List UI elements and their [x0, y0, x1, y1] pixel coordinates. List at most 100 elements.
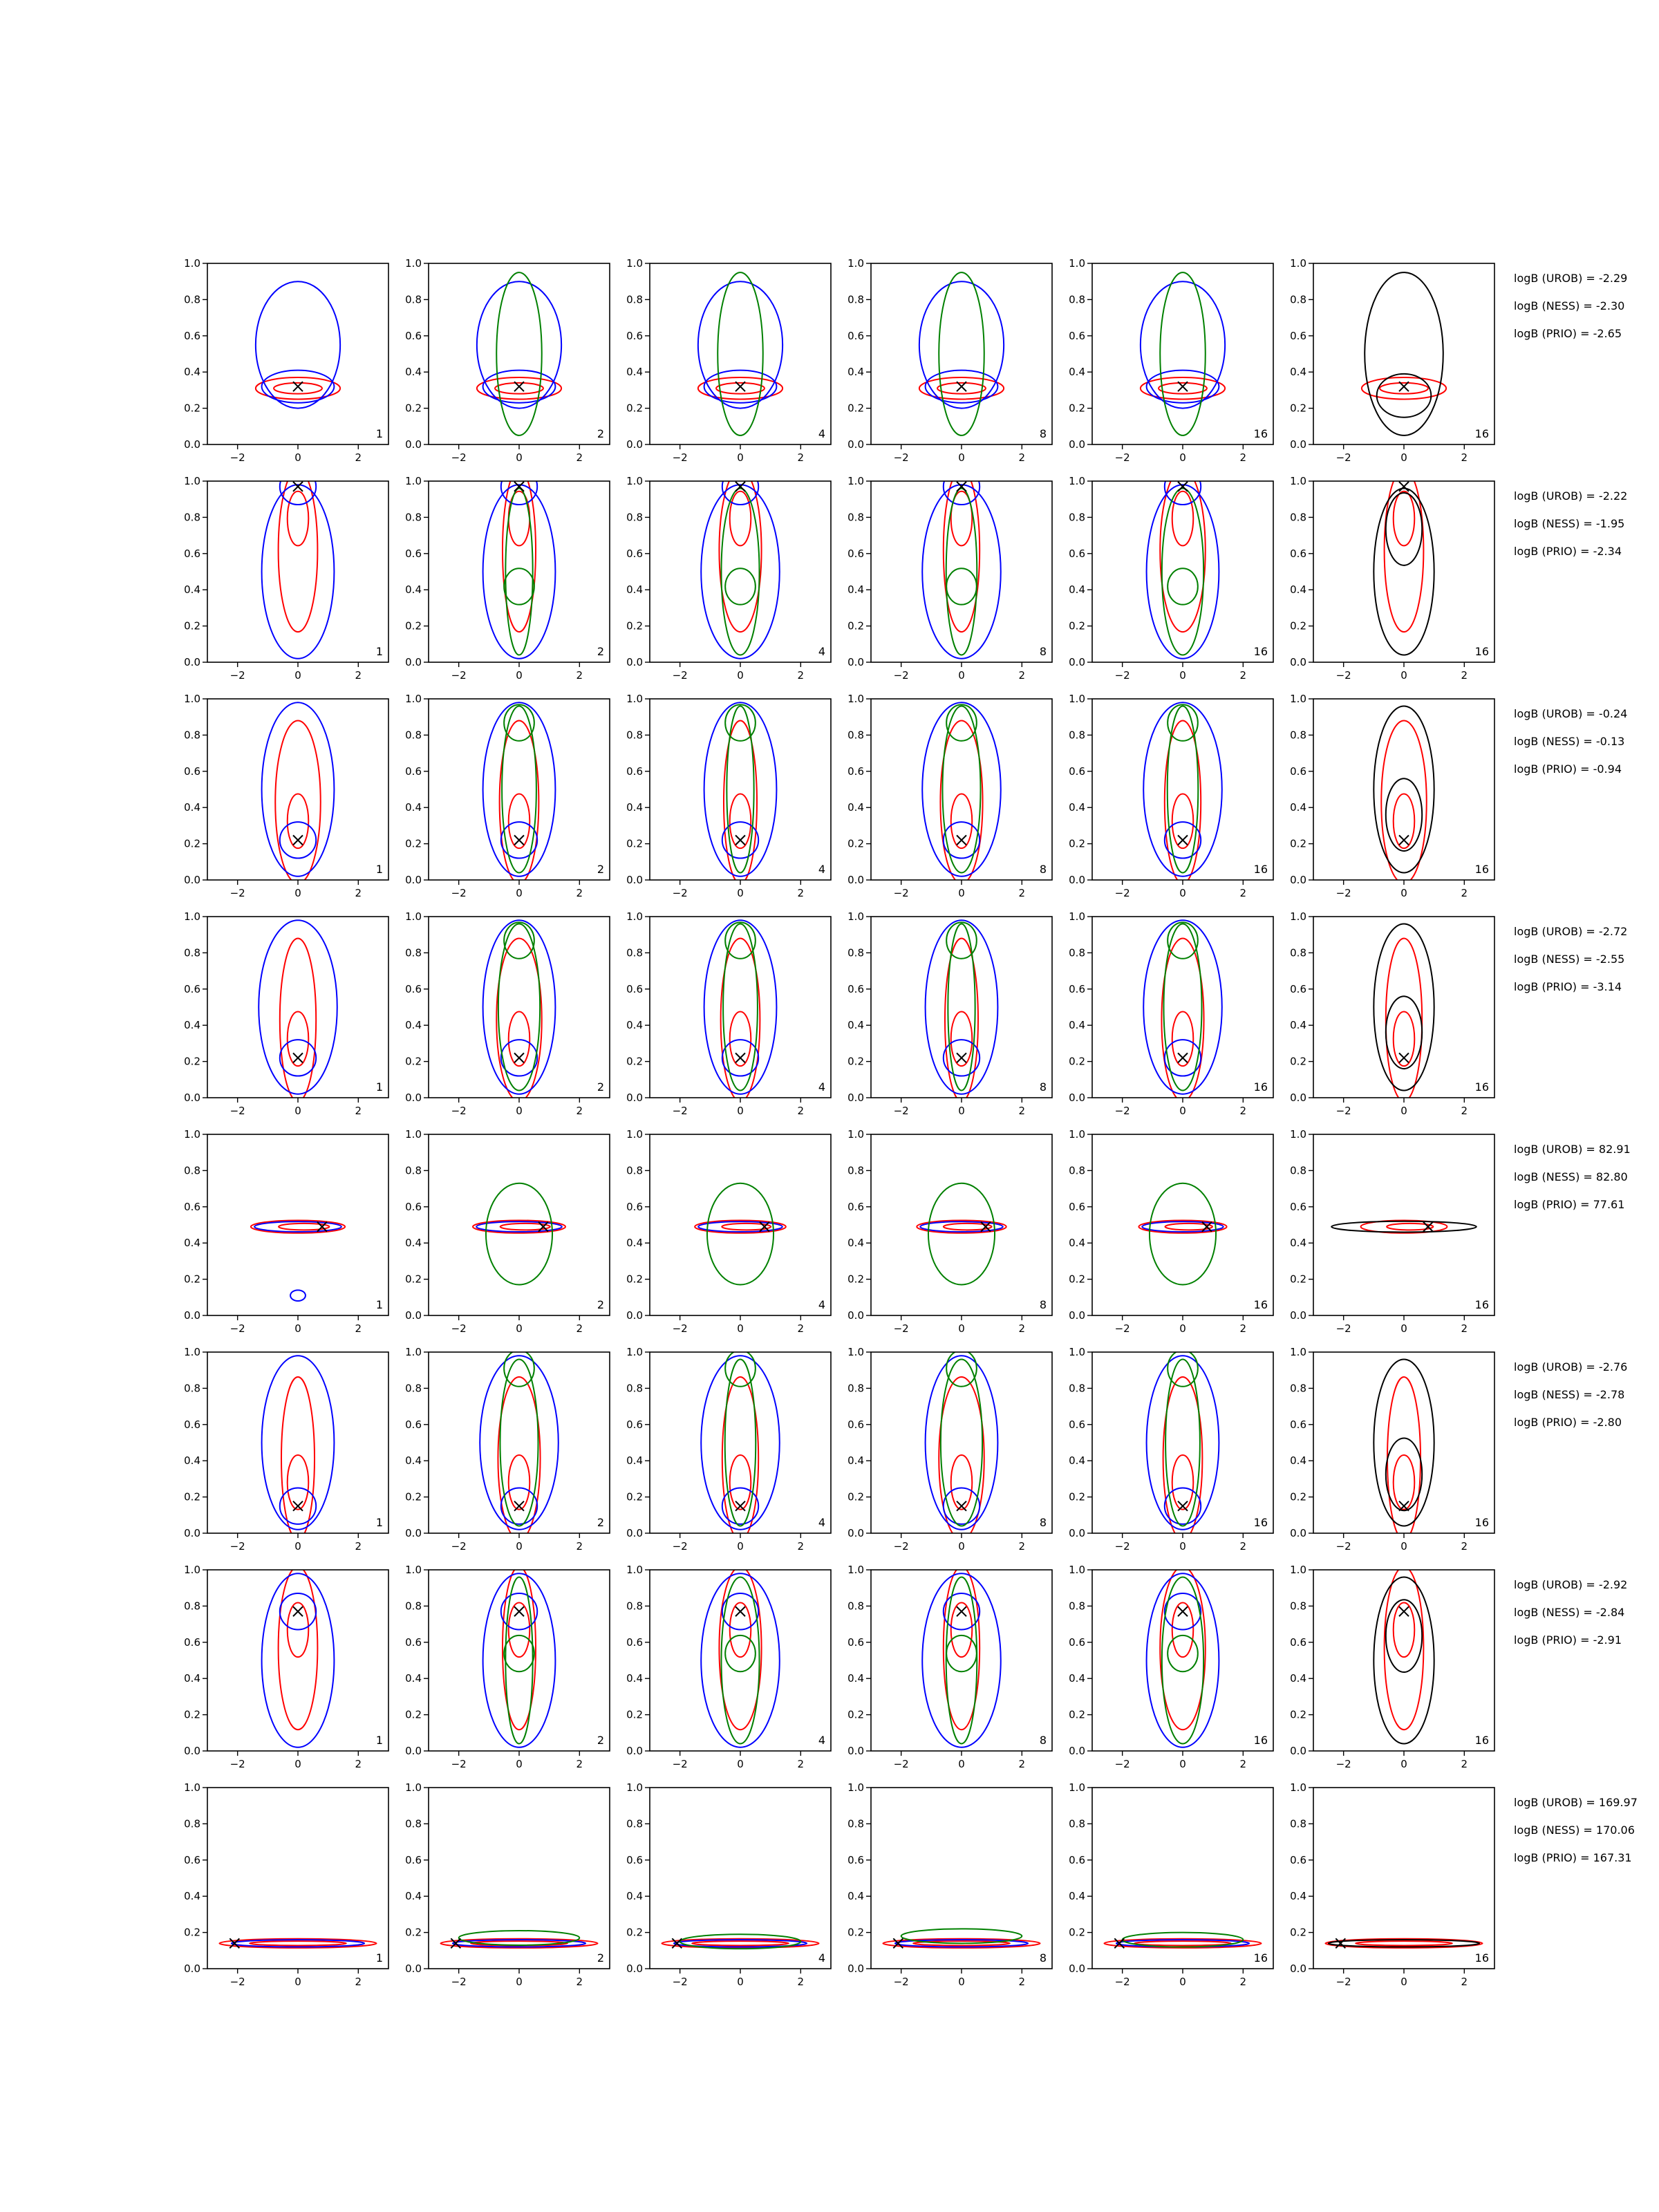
urob-contour [1163, 821, 1202, 859]
contours [1373, 1358, 1435, 1533]
x-tick-label: 0 [294, 887, 301, 899]
y-tick-label: 0.2 [847, 1056, 864, 1068]
y-tick-label: 0.6 [184, 1854, 200, 1866]
true-value-marker [1398, 481, 1409, 492]
y-tick-label: 0.8 [184, 1164, 200, 1177]
y-tick-label: 0.4 [847, 1890, 864, 1902]
true-value-marker [1177, 481, 1188, 492]
y-tick-label: 0.6 [1069, 547, 1085, 560]
y-tick-label: 0.6 [405, 1418, 422, 1431]
ness-contour [697, 377, 784, 400]
y-tick-label: 1.0 [1290, 910, 1306, 923]
y-tick-label: 0.6 [184, 983, 200, 995]
ness-contour [1138, 1219, 1228, 1234]
prio-contour [724, 1358, 757, 1527]
ness-contour [916, 1219, 1007, 1234]
x-tick-label: 0 [1400, 1322, 1407, 1335]
y-tick-label: 0.8 [847, 511, 864, 523]
y-tick-label: 0.2 [1069, 1273, 1085, 1286]
x-tick-label: 0 [1179, 669, 1186, 682]
urob-contour [1143, 702, 1223, 877]
y-tick-label: 0.4 [626, 1454, 643, 1467]
y-tick-label: 0.8 [1290, 293, 1306, 306]
y-tick-label: 0.4 [405, 1890, 422, 1902]
y-tick-label: 0.4 [184, 1454, 200, 1467]
true-value-marker [1177, 1500, 1188, 1512]
y-tick-label: 0.0 [405, 1527, 422, 1539]
y-tick-label: 0.6 [1290, 983, 1306, 995]
logb-annotation: logB (PRIO) = -2.65 [1514, 327, 1622, 340]
x-tick-label: −2 [1115, 1105, 1130, 1117]
panel-frame [1313, 1134, 1495, 1316]
urob-contour [500, 1039, 538, 1077]
x-tick-label: −2 [451, 1976, 467, 1988]
panel: 0.0 0.2 0.4 0.6 0.8 1.0 −2 0 2 2 [405, 1128, 610, 1335]
y-tick-label: 0.4 [847, 366, 864, 378]
prio-contour [496, 272, 543, 436]
panel-frame [207, 1134, 389, 1316]
true-value-marker [292, 834, 303, 846]
panel-sample-label: 4 [818, 1298, 825, 1311]
x-tick-label: −2 [894, 451, 909, 464]
x-tick-label: 2 [798, 451, 805, 464]
y-tick-label: 0.8 [184, 293, 200, 306]
x-tick-label: −2 [451, 1540, 467, 1553]
prio-contour [485, 1182, 554, 1286]
x-tick-label: −2 [1336, 1105, 1351, 1117]
urob-contour [500, 821, 538, 859]
y-tick-label: 0.6 [1069, 1418, 1085, 1431]
panel-frame [870, 1569, 1053, 1752]
y-tick-label: 0.2 [184, 1927, 200, 1939]
panel-frame [207, 698, 389, 881]
y-tick-label: 0.2 [847, 620, 864, 632]
urob-contour [261, 702, 335, 877]
exact-contour [1385, 492, 1423, 566]
exact-contour [1373, 705, 1435, 874]
y-tick-label: 1.0 [626, 910, 643, 923]
urob-contour [261, 1573, 335, 1748]
x-tick-label: 0 [1179, 1322, 1186, 1335]
urob-contour [924, 1355, 999, 1530]
y-tick-label: 1.0 [1069, 1564, 1085, 1576]
prio-contour [458, 1929, 581, 1946]
x-tick-label: 0 [294, 669, 301, 682]
x-tick-label: 0 [1400, 451, 1407, 464]
ness-contour [1159, 1570, 1206, 1731]
panel-frame [870, 263, 1053, 445]
prio-contour [501, 705, 537, 874]
prio-contour [717, 272, 764, 436]
y-tick-label: 0.4 [405, 1237, 422, 1249]
x-tick-label: 0 [958, 451, 965, 464]
y-tick-label: 0.0 [847, 1527, 864, 1539]
y-tick-label: 0.4 [847, 1237, 864, 1249]
y-tick-label: 0.0 [184, 1745, 200, 1757]
ness-contour [882, 1938, 1041, 1949]
contours [1139, 272, 1226, 436]
urob-contour [482, 369, 556, 404]
ness-contour [694, 1219, 787, 1234]
ness-contour [1162, 1376, 1203, 1533]
y-tick-label: 1.0 [405, 1564, 422, 1576]
x-tick-label: 2 [355, 669, 362, 682]
x-tick-label: 2 [1019, 1976, 1026, 1988]
x-tick-label: 0 [516, 1976, 523, 1988]
x-tick-label: −2 [894, 1105, 909, 1117]
urob-contour [700, 484, 780, 659]
prio-contour [1161, 487, 1205, 656]
y-tick-label: 0.8 [1069, 1817, 1085, 1830]
x-tick-label: 0 [516, 669, 523, 682]
exact-contour [1385, 778, 1423, 852]
y-tick-label: 0.0 [847, 1962, 864, 1975]
true-value-marker [450, 1938, 462, 1949]
x-tick-label: −2 [1336, 669, 1351, 682]
x-tick-label: −2 [894, 887, 909, 899]
urob-contour [921, 702, 1002, 877]
y-tick-label: 0.0 [1290, 874, 1306, 886]
y-tick-label: 0.6 [626, 1418, 643, 1431]
ness-contour [729, 793, 752, 850]
panel: 0.0 0.2 0.4 0.6 0.8 1.0 −2 0 2 8 [847, 1781, 1053, 1988]
contours [694, 1182, 787, 1286]
y-tick-label: 0.0 [405, 1309, 422, 1322]
x-tick-label: −2 [230, 1105, 245, 1117]
panel-frame [428, 916, 610, 1098]
